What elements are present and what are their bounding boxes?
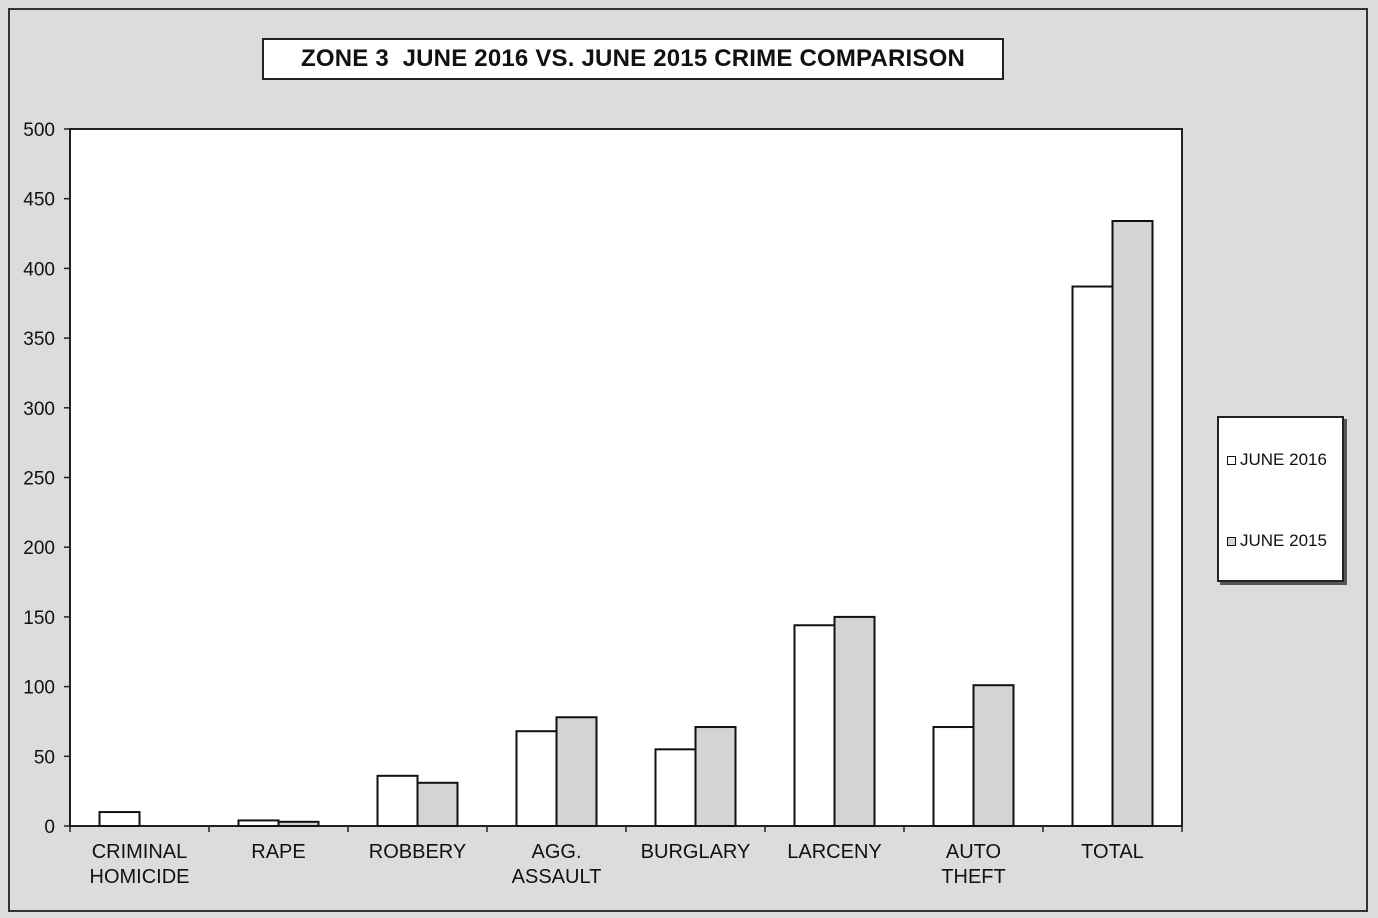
plot-area [69,128,1183,827]
y-tick-label: 250 [23,469,55,490]
legend-swatch-june-2016 [1227,455,1236,465]
bar-june-2015 [555,716,598,828]
y-tick-label: 300 [23,399,55,420]
legend-entry-june-2016: JUNE 2016 [1227,450,1327,470]
bar-june-2016 [932,726,975,827]
x-category-label: THEFT [941,866,1005,888]
bar-june-2015 [833,615,876,828]
chart-outer-border [8,8,1368,912]
y-tick-label: 500 [23,120,55,141]
x-category-label: AGG. [531,841,581,863]
x-axis: CRIMINAL HOMICIDE RAPE ROBBERY AGG. ASSAULT BU… [69,826,1183,888]
bar-june-2015 [694,726,737,827]
bar-june-2015 [277,820,320,827]
y-tick-label: 50 [34,747,55,768]
x-category-label: LARCENY [787,841,881,863]
bar-june-2016 [515,730,558,828]
bar-june-2016 [654,748,697,828]
bar-june-2015 [1111,220,1154,827]
y-tick-label: 100 [23,678,55,699]
legend-entry-june-2015: JUNE 2015 [1227,531,1327,551]
x-category-label: TOTAL [1081,841,1144,863]
legend-swatch-june-2015 [1227,536,1236,546]
legend: JUNE 2016 JUNE 2015 [1217,416,1344,582]
legend-label-june-2016: JUNE 2016 [1240,450,1327,469]
x-category-label: ASSAULT [512,866,602,888]
y-tick-label: 400 [23,259,55,280]
bars [98,220,1154,828]
bar-june-2016 [1071,285,1114,828]
x-category-label: CRIMINAL [92,841,188,863]
y-tick-label: 350 [23,329,55,350]
y-axis: 0 50 100 150 200 250 300 350 400 450 500 [23,120,70,838]
y-tick-label: 200 [23,538,55,559]
bar-june-2016 [376,774,419,827]
bar-june-2015 [416,781,459,828]
x-category-label: HOMICIDE [90,866,190,888]
chart-title: ZONE 3 JUNE 2016 VS. JUNE 2015 CRIME COM… [262,38,1004,80]
bar-june-2016 [98,811,141,827]
x-category-label: AUTO [946,841,1001,863]
x-category-label: BURGLARY [641,841,751,863]
bar-june-2016 [237,819,280,828]
y-tick-label: 150 [23,608,55,629]
y-tick-label: 450 [23,190,55,211]
legend-label-june-2015: JUNE 2015 [1240,531,1327,550]
x-category-label: ROBBERY [369,841,466,863]
y-tick-label: 0 [44,817,55,838]
bar-june-2016 [793,624,836,827]
x-category-label: RAPE [251,841,305,863]
bar-june-2015 [972,684,1015,827]
